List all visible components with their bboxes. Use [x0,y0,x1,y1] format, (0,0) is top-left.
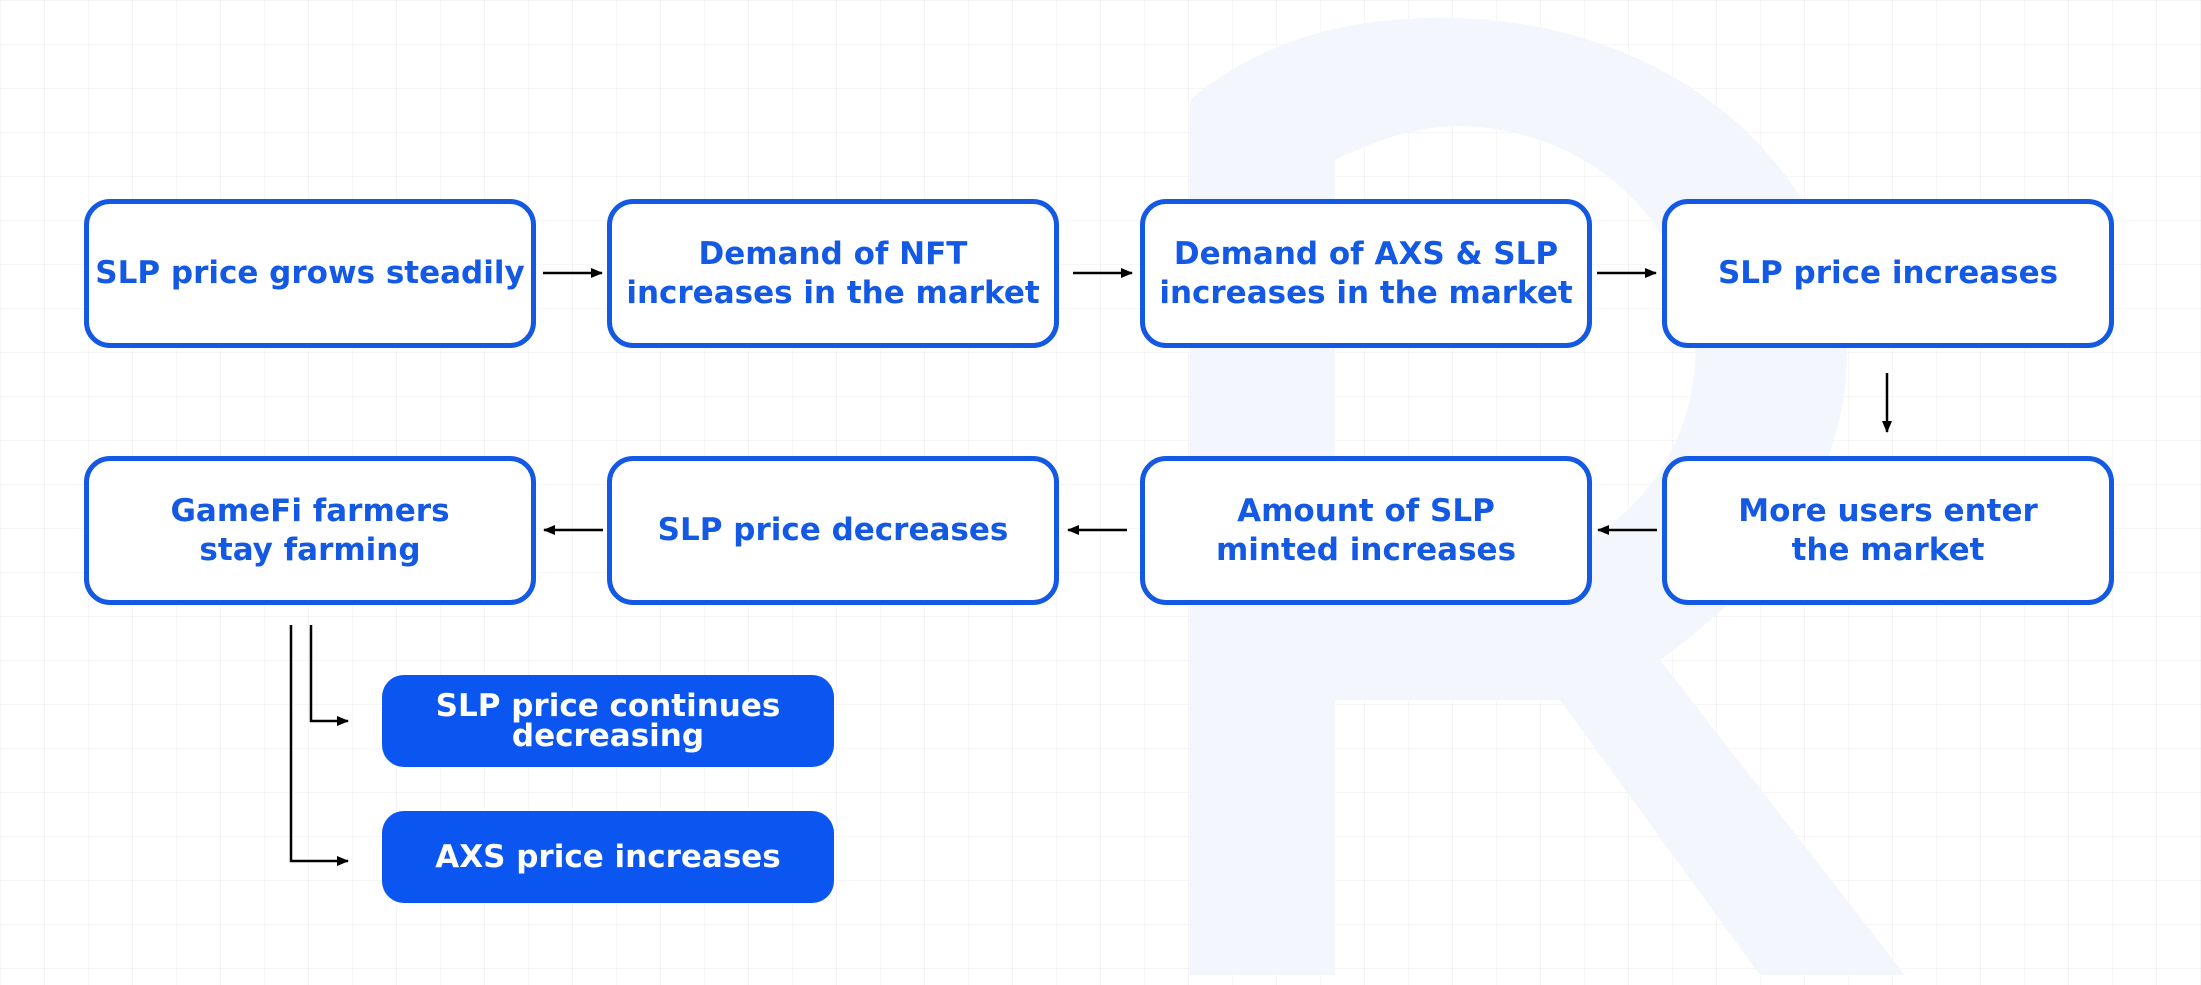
outcome-slp-price-continues-decreasing: SLP price continues decreasing [382,675,834,767]
node-label: SLP price increases [1717,255,2059,291]
node-label: Demand of AXS & SLP increases in the mar… [1159,235,1573,311]
node-label: GameFi farmers stay farming [170,492,450,568]
outcome-label: SLP price continues decreasing [435,688,781,754]
node-slp-price-grows-steadily: SLP price grows steadily [84,199,536,348]
node-demand-of-nft: Demand of NFT increases in the market [607,199,1059,348]
node-demand-of-axs-slp: Demand of AXS & SLP increases in the mar… [1140,199,1592,348]
node-label: SLP price grows steadily [95,255,525,291]
outcome-axs-price-increases: AXS price increases [382,811,834,903]
node-slp-price-decreases: SLP price decreases [607,456,1059,605]
node-label: More users enter the market [1738,492,2038,568]
node-gamefi-farmers-stay-farming: GameFi farmers stay farming [84,456,536,605]
node-slp-price-increases: SLP price increases [1662,199,2114,348]
node-amount-of-slp-minted: Amount of SLP minted increases [1140,456,1592,605]
branch-arrow-axs-increases [289,625,349,866]
branch-arrow-slp-continues [309,625,349,726]
node-label: Amount of SLP minted increases [1215,492,1517,568]
node-more-users-enter: More users enter the market [1662,456,2114,605]
node-label: Demand of NFT increases in the market [626,235,1040,311]
outcome-label: AXS price increases [435,839,781,875]
node-label: SLP price decreases [657,512,1009,548]
